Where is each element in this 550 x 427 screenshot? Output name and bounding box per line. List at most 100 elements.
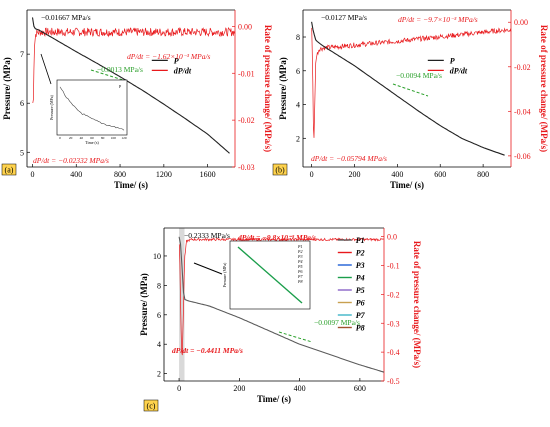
y-axis-label: Pressure/ (MPa) bbox=[139, 273, 149, 335]
inset-legend-item: P8 bbox=[297, 279, 302, 284]
legend-label: P6 bbox=[356, 299, 365, 308]
x-tick-label: 1200 bbox=[156, 170, 172, 179]
y2-axis-label: Rate of pressure change/ (MPa/s) bbox=[412, 241, 422, 368]
y2-tick-label: -0.4 bbox=[387, 348, 400, 357]
annotation-steady-slope: −0.0013 MPa/s bbox=[97, 65, 143, 74]
y-axis-label: Pressure/ (MPa) bbox=[278, 57, 288, 119]
x-tick-label: 400 bbox=[70, 170, 82, 179]
chart-panel-2: 0 200 400 600 800 2 4 6 8 0.00 -0.02 -0.04 -0.06 Time… bbox=[272, 9, 549, 190]
legend-label: dP/dt bbox=[450, 66, 468, 75]
y-tick-label: 4 bbox=[296, 101, 300, 110]
y-tick-label: 6 bbox=[20, 99, 24, 108]
green-trend-arrow bbox=[90, 69, 124, 81]
panel-tag: (a) bbox=[5, 166, 14, 175]
zoom-arrow bbox=[40, 53, 52, 85]
inset-box bbox=[56, 79, 128, 136]
y2-axis-label: Rate of pressure change/ (MPa/s) bbox=[539, 25, 549, 152]
inset-curve bbox=[237, 246, 303, 304]
inset-x-tick: 100 bbox=[111, 136, 117, 140]
zoom-arrow bbox=[193, 262, 223, 275]
y2-axis-label: Rate of pressure change/ (MPa/s) bbox=[263, 25, 273, 152]
annotation-peak-slope: −0.2333 MPa/s bbox=[184, 231, 230, 240]
inset-legend-item: P4 bbox=[297, 259, 302, 264]
annotation-rate-min: dP/dt = −0.4411 MPa/s bbox=[172, 346, 243, 355]
panel-tag: (b) bbox=[275, 166, 285, 175]
y-tick-label: 8 bbox=[296, 33, 300, 42]
x-axis-label: Time/ (s) bbox=[114, 180, 148, 190]
inset-legend-item: P5 bbox=[297, 264, 302, 269]
y2-tick-label: -0.01 bbox=[238, 69, 255, 78]
x-tick-label: 800 bbox=[477, 170, 489, 179]
x-tick-label: 600 bbox=[354, 384, 366, 393]
y2-tick-label: -0.04 bbox=[514, 107, 531, 116]
series-p bbox=[311, 21, 505, 156]
annotation-rate-min: dP/dt = −0.05794 MPa/s bbox=[311, 154, 387, 163]
series-p bbox=[31, 17, 230, 154]
y-tick-label: 4 bbox=[157, 340, 161, 349]
y2-tick-label: 0.00 bbox=[238, 22, 252, 31]
annotation-peak-slope: −0.0127 MPa/s bbox=[321, 13, 367, 22]
inset-x-tick: 40 bbox=[80, 136, 84, 140]
y2-tick-label: -0.02 bbox=[514, 63, 531, 72]
inset-x-tick: 80 bbox=[101, 136, 105, 140]
y2-tick-label: -0.2 bbox=[387, 290, 400, 299]
y-axis-label: Pressure/ (MPa) bbox=[2, 57, 12, 119]
inset-x-tick: 0 bbox=[59, 136, 61, 140]
legend-label: P bbox=[174, 56, 179, 65]
legend-label: dP/dt bbox=[174, 66, 192, 75]
inset-curve bbox=[59, 86, 125, 131]
x-tick-label: 200 bbox=[348, 170, 360, 179]
inset-x-label: Time (s) bbox=[85, 140, 99, 145]
y-tick-label: 5 bbox=[20, 148, 24, 157]
panel-tag: (c) bbox=[147, 402, 156, 411]
inset-y-label: Pressure (MPa) bbox=[222, 262, 227, 287]
y-tick-label: 2 bbox=[296, 134, 300, 143]
annotation-rate-min: dP/dt = −0.02332 MPa/s bbox=[33, 156, 109, 165]
legend-label: P1 bbox=[356, 236, 365, 245]
y2-tick-label: -0.06 bbox=[514, 152, 531, 161]
x-tick-label: 200 bbox=[233, 384, 245, 393]
annotation-rate-mean: dP/dt = −1.62×10⁻³ MPa/s bbox=[127, 52, 211, 61]
y2-tick-label: -0.3 bbox=[387, 319, 400, 328]
y2-tick-label: -0.1 bbox=[387, 262, 400, 271]
inset-x-tick: 120 bbox=[121, 136, 127, 140]
x-tick-label: 1600 bbox=[200, 170, 216, 179]
inset-legend-item: P6 bbox=[297, 269, 302, 274]
x-tick-label: 600 bbox=[434, 170, 446, 179]
inset-x-tick: 20 bbox=[69, 136, 73, 140]
y2-tick-label: 0.0 bbox=[387, 233, 397, 242]
green-trend-arrow bbox=[392, 83, 429, 97]
panel-tag-box bbox=[272, 163, 288, 176]
series-dPdt bbox=[178, 237, 385, 356]
y-tick-label: 10 bbox=[153, 252, 161, 261]
y-tick-label: 8 bbox=[157, 281, 161, 290]
annotation-rate-mean: dP/dt = −9.8×10⁻³ MPa/s bbox=[238, 233, 316, 242]
x-axis-label: Time/ (s) bbox=[257, 394, 291, 404]
legend-label: P5 bbox=[356, 286, 365, 295]
y2-tick-label: 0.00 bbox=[514, 18, 528, 27]
y-tick-label: 6 bbox=[296, 67, 300, 76]
x-tick-label: 400 bbox=[294, 384, 306, 393]
inset-legend: P bbox=[119, 84, 122, 89]
y2-tick-label: -0.02 bbox=[238, 116, 255, 125]
annotation-steady-slope: −0.0094 MPa/s bbox=[396, 71, 442, 80]
series-dPdt bbox=[311, 27, 512, 138]
x-tick-label: 0 bbox=[310, 170, 314, 179]
series-dPdt bbox=[32, 27, 236, 104]
y-tick-label: 6 bbox=[157, 311, 161, 320]
y-tick-label: 7 bbox=[20, 50, 24, 59]
legend-label: P3 bbox=[356, 261, 365, 270]
series-p1 bbox=[178, 236, 385, 373]
green-trend-arrow bbox=[278, 331, 313, 343]
inset-legend-item: P3 bbox=[297, 254, 302, 259]
annotation-peak-slope: −0.01667 MPa/s bbox=[41, 13, 91, 22]
inset-legend-item: P1 bbox=[297, 244, 302, 249]
legend-label: P2 bbox=[356, 249, 365, 258]
annotation-rate-mean: dP/dt = −9.7×10⁻³ MPa/s bbox=[398, 15, 478, 24]
panel-tag-box bbox=[143, 399, 159, 412]
highlight-band bbox=[179, 228, 185, 381]
chart-panel-3: 0 200 400 600 2 4 6 8 10 0.0 -0.1 -0.2 -0.3 -0.4 -0.5 T… bbox=[139, 227, 422, 412]
x-axis-label: Time/ (s) bbox=[390, 180, 424, 190]
inset-y-label: Pressure (MPa) bbox=[49, 94, 54, 119]
